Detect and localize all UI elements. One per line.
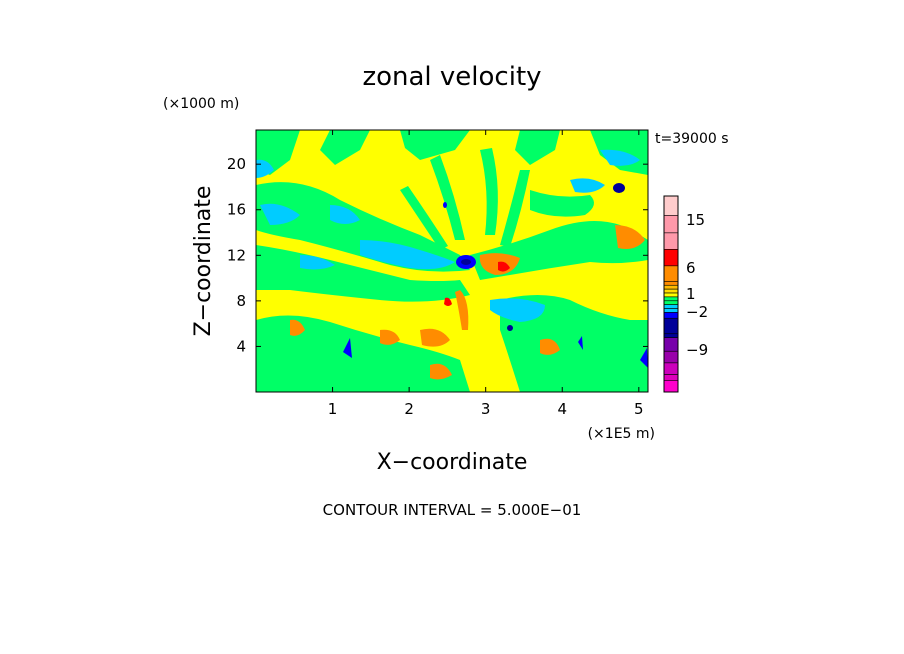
colorbar-segment xyxy=(663,215,679,234)
y-tick-label: 16 xyxy=(227,201,246,219)
colorbar-segment xyxy=(663,380,679,393)
y-tick-label: 8 xyxy=(236,292,246,310)
field-red-regions xyxy=(444,261,510,306)
colorbar-segment xyxy=(663,317,679,335)
colorbar-segment xyxy=(663,312,679,319)
colorbar xyxy=(663,195,679,393)
y-axis: 4 8 12 16 20 xyxy=(227,155,648,355)
field-blue-regions xyxy=(343,183,648,368)
field-cyan-regions xyxy=(256,149,640,322)
colorbar-label: 6 xyxy=(686,259,696,277)
colorbar-segment xyxy=(663,232,679,250)
colorbar-segment xyxy=(663,195,679,216)
colorbar-label: 1 xyxy=(686,285,696,303)
x-tick-label: 2 xyxy=(404,400,414,418)
colorbar-segment xyxy=(663,300,679,305)
x-tick-label: 5 xyxy=(634,400,644,418)
colorbar-segment xyxy=(663,350,679,364)
field-orange-regions xyxy=(290,225,645,380)
colorbar-segment xyxy=(663,292,679,298)
colorbar-segment xyxy=(663,284,679,290)
contour-interval-note: CONTOUR INTERVAL = 5.000E−01 xyxy=(323,501,582,519)
y-axis-title: Z−coordinate xyxy=(191,186,216,337)
colorbar-segment xyxy=(663,333,679,338)
time-label: t=39000 s xyxy=(655,131,729,147)
colorbar-label: −2 xyxy=(686,303,708,321)
colorbar-segment xyxy=(663,288,679,294)
x-tick-label: 1 xyxy=(328,400,338,418)
colorbar-segment xyxy=(663,249,679,267)
colorbar-segment xyxy=(663,265,679,282)
colorbar-label: 15 xyxy=(686,211,705,229)
contour-field xyxy=(255,129,649,393)
colorbar-label: −9 xyxy=(686,341,708,359)
y-unit-label: (×1000 m) xyxy=(163,96,239,112)
colorbar-segment xyxy=(663,304,679,309)
chart-title: zonal velocity xyxy=(362,62,541,92)
x-axis: 1 2 3 4 5 xyxy=(328,130,644,418)
colorbar-segment xyxy=(663,337,679,352)
plot-frame xyxy=(255,129,649,393)
y-tick-label: 20 xyxy=(227,155,246,173)
colorbar-segment xyxy=(663,374,679,381)
colorbar-segment xyxy=(663,308,679,313)
x-axis-title: X−coordinate xyxy=(377,450,528,475)
colorbar-labels: 15 6 1−2 −9 xyxy=(686,211,708,359)
colorbar-segment xyxy=(663,281,679,286)
x-tick-label: 4 xyxy=(557,400,567,418)
colorbar-frame xyxy=(663,195,679,393)
y-tick-label: 12 xyxy=(227,246,246,264)
y-tick-label: 4 xyxy=(236,337,246,355)
x-unit-label: (×1E5 m) xyxy=(588,426,655,442)
x-tick-label: 3 xyxy=(481,400,491,418)
colorbar-segment xyxy=(663,296,679,302)
colorbar-segment xyxy=(663,362,679,375)
